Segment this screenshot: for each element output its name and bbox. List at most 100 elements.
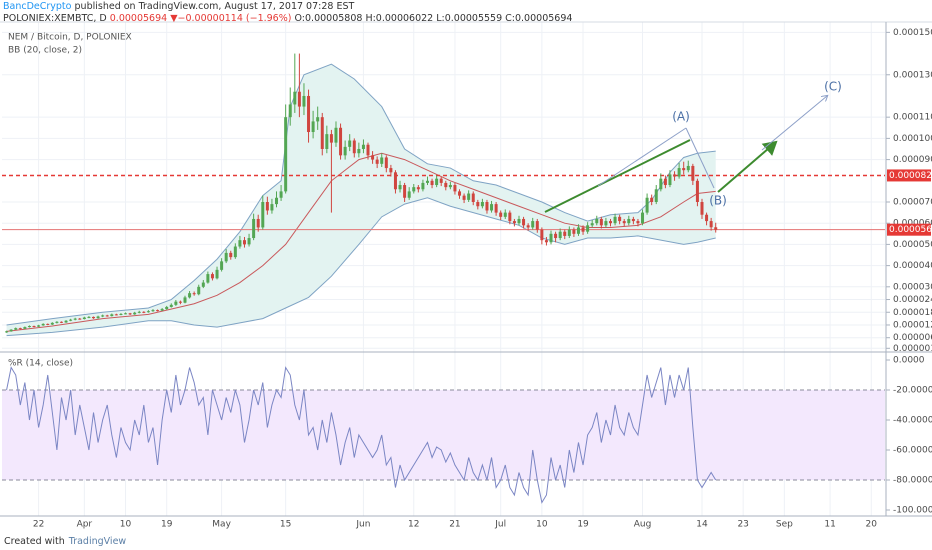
candle-body <box>50 322 54 325</box>
candle-body <box>691 165 695 181</box>
candle-body <box>96 316 100 319</box>
candle-body <box>32 326 36 328</box>
candle-body <box>476 201 480 207</box>
candle-body <box>618 216 622 222</box>
footer: Created with TradingView <box>4 536 126 547</box>
x-tick-label: 20 <box>866 520 878 530</box>
candle-body <box>490 204 494 211</box>
y-tick-label: 0.00002400 <box>893 295 932 305</box>
last-price: 0.00005694 <box>109 13 168 24</box>
brand[interactable]: TradingView <box>68 536 127 547</box>
candle-body <box>41 323 45 326</box>
candle-body <box>641 212 645 224</box>
candle-body <box>174 301 178 305</box>
candle-body <box>677 168 681 177</box>
published: published on TradingView.com, August 17,… <box>74 1 355 12</box>
candle-body <box>23 327 27 329</box>
x-tick-label: 21 <box>449 520 460 530</box>
candle-body <box>599 218 603 226</box>
change-arrow: ▼ <box>170 13 178 24</box>
x-tick-label: Jun <box>355 520 370 530</box>
candle-body <box>133 312 137 315</box>
y-tick-label: 0.00010000 <box>893 134 932 144</box>
candle-body <box>636 221 640 224</box>
candle-body <box>59 321 63 323</box>
price-level-label: 0.00008252 <box>889 171 932 181</box>
candle-body <box>444 182 448 188</box>
y-tick-label: 0.00013000 <box>893 70 932 80</box>
x-tick-label: Aug <box>634 520 652 530</box>
wave-label: (B) <box>709 194 727 208</box>
candle-body <box>705 214 709 222</box>
x-tick-label: Sep <box>776 520 793 530</box>
wave-ab-line <box>685 127 715 189</box>
candle-body <box>169 304 173 307</box>
candle-body <box>375 159 379 164</box>
candle-body <box>110 314 114 317</box>
candle-body <box>233 246 237 258</box>
candle-body <box>709 221 713 228</box>
candle-body <box>329 134 333 143</box>
candle-body <box>430 180 434 186</box>
candle-body <box>586 225 590 232</box>
candle-body <box>275 197 279 205</box>
candle-body <box>663 178 667 186</box>
candle-body <box>425 180 429 183</box>
candle-body <box>261 201 265 228</box>
candle-body <box>206 274 210 283</box>
candle-body <box>576 227 580 234</box>
indicator-line <box>6 366 717 504</box>
candle-body <box>105 315 109 317</box>
candle-body <box>320 117 324 149</box>
candle-body <box>316 117 320 122</box>
candle-body <box>480 201 484 207</box>
candle-body <box>499 212 503 217</box>
y-tick-label: 0.0000 <box>893 356 925 366</box>
candle-body <box>453 185 457 192</box>
candle-body <box>673 174 677 177</box>
candle-body <box>695 180 699 202</box>
candle-body <box>412 187 416 192</box>
candle-body <box>421 182 425 190</box>
candle-body <box>439 178 443 183</box>
projection-arrow <box>717 140 778 193</box>
candle-body <box>297 91 301 107</box>
x-tick-label: 14 <box>696 520 708 530</box>
candle-body <box>119 313 123 315</box>
candle-body <box>14 328 18 330</box>
candle-body <box>627 218 631 224</box>
candle-body <box>512 221 516 224</box>
bb-layer <box>6 63 716 337</box>
wave-line <box>544 139 691 213</box>
candle-body <box>494 204 498 213</box>
candle-body <box>334 127 338 143</box>
candle-body <box>151 310 155 312</box>
author[interactable]: BancDeCrypto <box>3 1 72 12</box>
axis-layer: 22 Apr 10 19 May 15 Jun 12 21 Jul 10 19 Aug 14 23 Sep 11… <box>33 28 932 530</box>
candle-body <box>608 221 612 224</box>
candle-body <box>458 191 462 196</box>
candle-body <box>128 313 132 315</box>
candle-body <box>471 193 475 202</box>
candle-body <box>380 157 384 164</box>
symbol: POLONIEX:XEMBTC, D <box>3 13 107 24</box>
candle-body <box>265 201 269 211</box>
ohlc: O:0.00005808 H:0.00006022 L:0.00005559 C… <box>294 13 573 24</box>
candle-body <box>101 315 105 317</box>
candle-body <box>462 195 466 200</box>
y-tick-label: 0.00011000 <box>893 113 932 123</box>
header: BancDeCrypto published on TradingView.co… <box>3 1 572 25</box>
price-level-box <box>887 169 931 182</box>
candle-body <box>325 134 329 149</box>
candle-body <box>485 201 489 211</box>
candle-body <box>645 197 649 213</box>
candle-body <box>508 212 512 222</box>
candle-body <box>156 310 160 312</box>
candle-body <box>714 227 718 230</box>
candle-body <box>124 313 128 315</box>
price-level-label: 0.00005694 <box>889 225 932 235</box>
candle-body <box>526 225 530 228</box>
candle-body <box>64 320 68 323</box>
y-tick-label: 0.00001800 <box>893 308 932 318</box>
